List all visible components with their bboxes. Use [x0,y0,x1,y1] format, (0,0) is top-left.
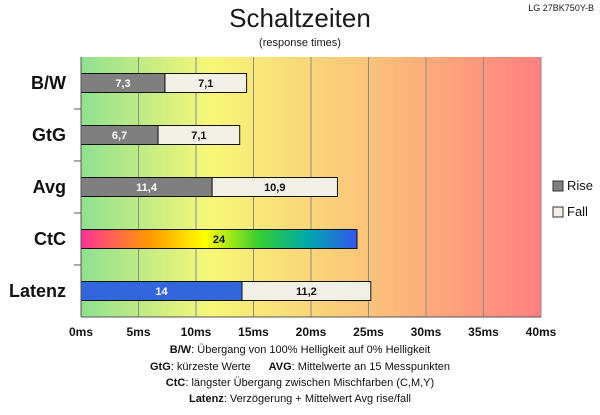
category-label: Latenz [9,281,66,301]
note-gtg-key: GtG [150,361,171,373]
x-axis: 0ms 5ms 10ms 15ms 20ms 25ms 30ms 35ms 40ms [69,57,557,339]
legend-label-rise: Rise [567,178,593,193]
note-ctc-text: : längster Übergang zwischen Mischfarben… [185,377,434,389]
x-tick-label: 30ms [411,325,442,339]
x-tick-label: 0ms [69,325,93,339]
x-tick-label: 5ms [126,325,150,339]
note-latenz: Latenz: Verzögerung + Mittelwert Avg ris… [189,393,411,405]
legend: Rise Fall [552,178,593,219]
category-label: B/W [31,73,66,93]
legend-swatch-rise [552,180,564,192]
note-gtg-text: : kürzeste Werte [171,361,251,373]
category-labels: B/W GtG Avg CtC Latenz [9,73,66,301]
x-tick-label: 20ms [296,325,327,339]
category-label: CtC [34,229,66,249]
legend-label-fall: Fall [567,204,588,219]
note-avg-key: AVG [269,361,292,373]
chart-title: Schaltzeiten [229,3,371,33]
model-label: LG 27BK750Y-B [528,3,594,13]
note-gtg-avg: GtG: kürzeste Werte AVG: Mittelwerte an 1… [150,361,450,373]
data-label: 24 [213,234,226,246]
bar-fall [241,281,372,301]
note-bw: B/W: Übergang von 100% Helligkeit auf 0%… [170,344,430,356]
data-label: 6,7 [112,130,127,142]
bar-fall [211,177,338,197]
note-bw-text: : Übergang von 100% Helligkeit auf 0% He… [191,344,430,356]
data-label: 7,1 [191,130,206,142]
footnotes: B/W: Übergang von 100% Helligkeit auf 0%… [150,344,450,405]
bars: 7,3 7,1 6,7 7,1 11,4 10,9 24 14 11,2 [80,73,372,301]
category-label: GtG [32,125,66,145]
x-tick-label: 10ms [181,325,212,339]
data-label: 7,3 [115,78,130,90]
note-latenz-key: Latenz [189,393,224,405]
data-label: 14 [155,286,168,298]
legend-swatch-fall [552,206,564,218]
bar-fall [157,125,241,145]
note-ctc: CtC: längster Übergang zwischen Mischfar… [166,377,434,389]
note-ctc-key: CtC [166,377,186,389]
data-label: 11,2 [296,286,317,298]
note-bw-key: B/W [170,344,192,356]
category-label: Avg [33,177,66,197]
data-label: 11,4 [136,182,158,194]
data-label: 10,9 [264,182,285,194]
x-tick-label: 25ms [353,325,384,339]
chart-subtitle: (response times) [259,37,341,49]
data-label: 7,1 [198,78,213,90]
note-avg-text: : Mittelwerte an 15 Messpunkten [292,361,450,373]
x-tick-label: 35ms [468,325,499,339]
note-latenz-text: : Verzögerung + Mittelwert Avg rise/fall [224,393,411,405]
x-tick-label: 15ms [238,325,269,339]
x-tick-label: 40ms [526,325,557,339]
bar-fall [164,73,248,93]
